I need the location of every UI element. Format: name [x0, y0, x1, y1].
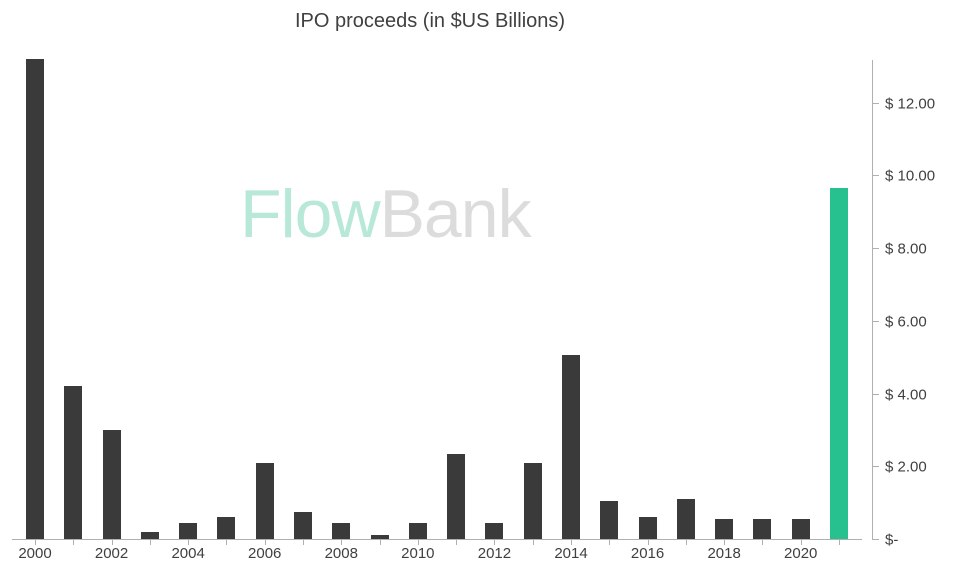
y-tick: [873, 321, 879, 322]
x-axis-label-2002: 2002: [95, 545, 128, 562]
chart-title: IPO proceeds (in $US Billions): [0, 10, 860, 33]
x-axis-label-2020: 2020: [784, 545, 817, 562]
y-tick: [873, 248, 879, 249]
bar-2021: [830, 188, 848, 539]
bar-2003: [141, 532, 159, 539]
ipo-proceeds-chart: IPO proceeds (in $US Billions) FlowBank …: [0, 0, 960, 588]
bars-container: [12, 60, 862, 539]
x-axis-label-2008: 2008: [325, 545, 358, 562]
bar-2004: [179, 523, 197, 539]
bar-2020: [792, 519, 810, 539]
y-tick: [873, 175, 879, 176]
x-axis-label-2014: 2014: [554, 545, 587, 562]
bar-2001: [64, 386, 82, 539]
y-axis-label: $ 12.00: [885, 95, 935, 112]
y-tick: [873, 103, 879, 104]
bar-2005: [217, 517, 235, 539]
bar-2016: [639, 517, 657, 539]
x-axis-label-2010: 2010: [401, 545, 434, 562]
y-tick: [873, 539, 879, 540]
bar-2019: [753, 519, 771, 539]
x-axis-label-2000: 2000: [18, 545, 51, 562]
y-axis-label: $-: [885, 532, 898, 549]
plot-area: [12, 60, 862, 540]
bar-2007: [294, 512, 312, 539]
y-tick: [873, 466, 879, 467]
x-axis-label-2012: 2012: [478, 545, 511, 562]
y-axis-label: $ 2.00: [885, 459, 927, 476]
x-axis-label-2016: 2016: [631, 545, 664, 562]
bar-2002: [103, 430, 121, 539]
y-tick: [873, 394, 879, 395]
y-axis-label: $ 8.00: [885, 241, 927, 258]
bar-2012: [485, 523, 503, 539]
bar-2013: [524, 463, 542, 539]
bar-2015: [600, 501, 618, 539]
bar-2010: [409, 523, 427, 539]
y-axis-label: $ 4.00: [885, 386, 927, 403]
x-axis-label-2004: 2004: [171, 545, 204, 562]
bar-2006: [256, 463, 274, 539]
bar-2008: [332, 523, 350, 539]
x-axis-label-2006: 2006: [248, 545, 281, 562]
bar-2011: [447, 454, 465, 539]
x-axis-label-2018: 2018: [707, 545, 740, 562]
y-axis-label: $ 10.00: [885, 168, 935, 185]
x-axis-labels: 2000 2002 2004 2006 2008 2010 2012 2014 2016 2018…: [12, 545, 862, 575]
y-axis-label: $ 6.00: [885, 313, 927, 330]
bar-2014: [562, 355, 580, 539]
y-axis: $-$ 2.00$ 4.00$ 6.00$ 8.00$ 10.00$ 12.00: [872, 60, 952, 540]
bar-2000: [26, 59, 44, 539]
bar-2017: [677, 499, 695, 539]
bar-2018: [715, 519, 733, 539]
